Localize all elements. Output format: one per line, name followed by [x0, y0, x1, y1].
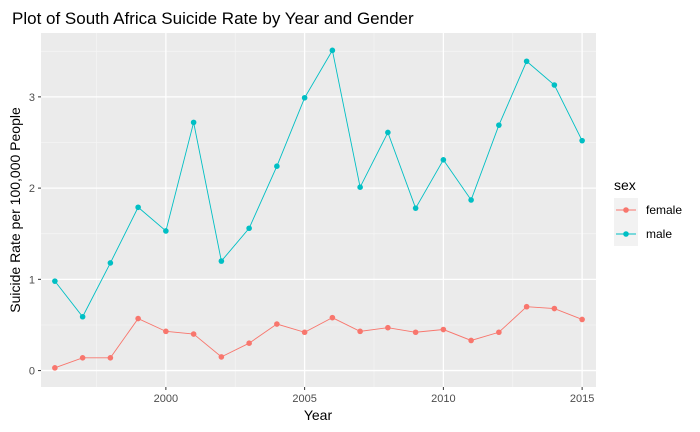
data-point-male [52, 278, 58, 284]
y-tick-label: 3 [29, 92, 35, 104]
data-point-male [579, 137, 585, 144]
x-tick-label: 2005 [292, 393, 316, 405]
x-axis-label: Year [304, 407, 333, 423]
data-point-male [274, 163, 280, 170]
legend-label: female [646, 203, 682, 217]
legend: sex female male [614, 177, 682, 246]
data-point-male [468, 197, 474, 203]
legend-label: male [646, 227, 672, 241]
chart-title: Plot of South Africa Suicide Rate by Yea… [12, 9, 414, 28]
data-point-female [579, 316, 585, 323]
data-point-female [468, 337, 474, 344]
data-point-female [163, 328, 169, 335]
data-point-male [496, 122, 502, 128]
legend-item-female: female [614, 198, 682, 222]
major-gridlines [41, 33, 596, 387]
data-point-female [357, 328, 363, 335]
series-line-male [54, 49, 583, 318]
data-point-female [135, 315, 141, 322]
data-point-female [218, 354, 225, 360]
data-point-male [135, 204, 141, 211]
data-point-female [107, 355, 114, 361]
data-point-male [523, 58, 530, 65]
data-point-female [52, 365, 58, 371]
data-point-female [190, 331, 197, 337]
data-point-female [274, 321, 280, 327]
data-point-male [79, 313, 86, 320]
data-point-male [385, 129, 391, 136]
data-point-female [385, 324, 391, 331]
data-point-female [301, 329, 308, 336]
data-point-female [496, 329, 502, 336]
data-point-female [551, 305, 558, 312]
series-line-female [54, 306, 583, 369]
data-point-male [301, 94, 308, 101]
legend-item-male: male [614, 222, 672, 246]
data-point-male [218, 258, 225, 264]
data-point-male [107, 260, 114, 266]
series-layer [52, 47, 585, 371]
data-point-male [551, 82, 558, 88]
data-point-male [412, 205, 419, 211]
y-tick-label: 2 [29, 183, 35, 195]
data-point-female [79, 355, 86, 361]
y-tick-label: 1 [29, 274, 35, 286]
data-point-male [329, 47, 336, 54]
data-point-female [329, 314, 336, 321]
x-tick-label: 2015 [570, 393, 594, 405]
data-point-male [440, 157, 447, 163]
y-tick-label: 0 [29, 366, 35, 378]
data-point-male [357, 184, 363, 190]
x-axis: 2000 2005 2010 2015 [154, 387, 594, 405]
y-axis: 0 1 2 3 [29, 92, 41, 378]
y-axis-label: Suicide Rate per 100,000 People [7, 107, 23, 313]
legend-key-point [623, 231, 629, 237]
data-point-male [246, 225, 252, 232]
legend-key-point [623, 207, 629, 213]
data-point-male [163, 228, 169, 234]
x-tick-label: 2010 [431, 393, 455, 405]
data-point-female [246, 340, 252, 347]
data-point-male [190, 119, 197, 126]
data-point-female [440, 326, 447, 333]
legend-title: sex [614, 177, 636, 193]
x-tick-label: 2000 [154, 393, 178, 405]
data-point-female [523, 303, 530, 310]
series-female [52, 303, 585, 371]
series-male [52, 47, 585, 320]
data-point-female [412, 329, 419, 336]
